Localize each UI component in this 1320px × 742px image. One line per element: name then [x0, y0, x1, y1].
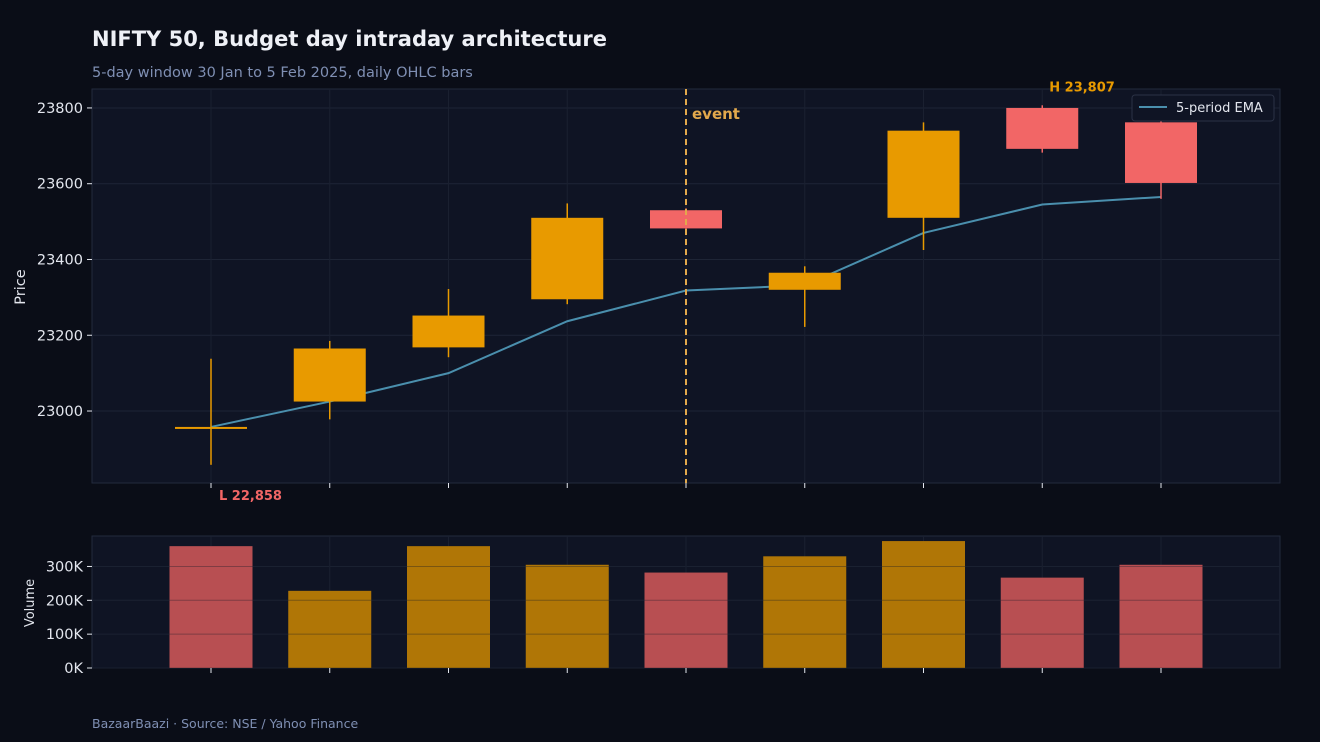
candle-body [175, 426, 247, 429]
annotations: L 22,858 H 23,807 [219, 80, 1115, 504]
candle-body [412, 315, 485, 348]
price-y-tick-label: 23200 [37, 328, 83, 344]
candle [175, 358, 247, 465]
price-y-tick-label: 23800 [37, 101, 83, 117]
source-footer: BazaarBaazi · Source: NSE / Yahoo Financ… [92, 716, 358, 731]
candle-body [1125, 122, 1197, 183]
volume-y-axis: 0K 100K 200K 300K [46, 559, 92, 677]
volume-y-axis-label: Volume [23, 579, 38, 627]
chart-title: NIFTY 50, Budget day intraday architectu… [92, 27, 607, 51]
event-layer: event [685, 89, 740, 483]
volume-y-tick-label: 200K [46, 593, 84, 609]
volume-bar [1000, 577, 1084, 668]
volume-x-axis [210, 668, 1162, 673]
volume-y-tick-label: 100K [46, 627, 84, 643]
volume-bars [92, 541, 1280, 669]
candle [412, 289, 485, 358]
volume-bar [407, 546, 490, 668]
price-x-axis [210, 483, 1162, 488]
candles [175, 105, 1197, 465]
chart-subtitle: 5-day window 30 Jan to 5 Feb 2025, daily… [92, 65, 473, 81]
price-y-tick-label: 23400 [37, 252, 83, 268]
annotation-high: H 23,807 [1049, 80, 1115, 95]
candle [293, 340, 366, 420]
volume-bar [288, 590, 372, 668]
volume-bar [169, 546, 253, 668]
candle [531, 203, 604, 305]
candle [768, 266, 841, 327]
price-y-tick-label: 23000 [37, 404, 83, 420]
price-panel: 23000 23200 23400 23600 23800 event L 22,858… [13, 80, 1281, 504]
price-y-axis-label: Price [13, 269, 29, 304]
price-y-axis: 23000 23200 23400 23600 23800 [37, 101, 92, 420]
volume-y-tick-label: 300K [46, 559, 84, 575]
candle [887, 122, 960, 251]
volume-panel: 0K 100K 200K 300K Volume [23, 535, 1281, 677]
volume-bar [644, 572, 728, 668]
volume-bar [1119, 564, 1203, 668]
legend-entry-ema: 5-period EMA [1176, 101, 1263, 116]
candle-body [531, 217, 604, 300]
candle [1006, 105, 1079, 153]
volume-bar [525, 564, 609, 668]
annotation-low: L 22,858 [219, 489, 282, 504]
candle-body [768, 272, 841, 290]
legend: 5-period EMA [1131, 94, 1275, 122]
volume-bar [882, 541, 965, 668]
candle-body [887, 130, 960, 218]
event-label: event [692, 105, 740, 123]
volume-y-tick-label: 0K [64, 661, 83, 677]
candle [1125, 118, 1197, 199]
candle-body [293, 348, 366, 402]
price-y-tick-label: 23600 [37, 177, 83, 193]
candle-body [1006, 107, 1079, 149]
volume-bar [763, 556, 847, 668]
legend-box [1131, 94, 1275, 122]
